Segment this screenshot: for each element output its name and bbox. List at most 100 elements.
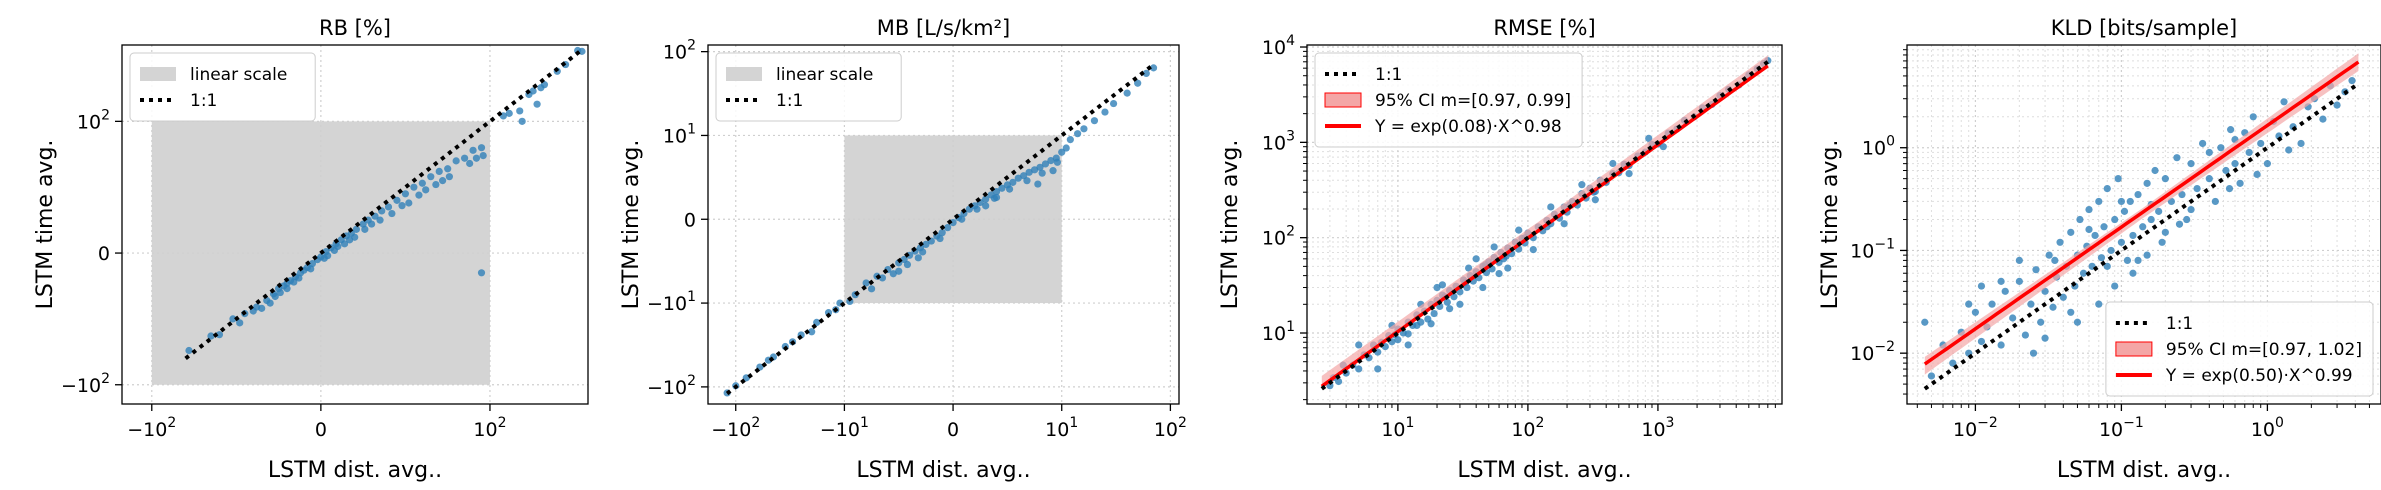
data-point xyxy=(477,144,486,152)
data-point xyxy=(405,199,413,207)
data-point xyxy=(1438,281,1447,289)
data-point xyxy=(2041,334,2049,342)
data-point xyxy=(1560,220,1568,228)
y-tick-label: 0 xyxy=(98,243,110,265)
legend-box xyxy=(129,52,316,122)
data-point xyxy=(1080,125,1088,133)
data-point xyxy=(2032,266,2040,274)
data-point xyxy=(1591,196,1599,204)
data-point xyxy=(1355,341,1363,349)
data-point xyxy=(215,331,224,339)
data-point xyxy=(2143,179,2151,187)
plot-area xyxy=(1307,45,1782,404)
data-point xyxy=(516,107,524,115)
data-point xyxy=(2151,166,2159,175)
chart-rmse: 101 102 103 101 102 103 104 RMSE [%] LSTM dist. … xyxy=(1218,16,1783,483)
data-point xyxy=(1578,181,1586,189)
data-point xyxy=(1490,243,1498,251)
x-axis-label: LSTM dist. avg.. xyxy=(268,458,442,483)
grid xyxy=(708,45,1179,404)
one-to-one-line xyxy=(1923,82,2360,391)
data-point xyxy=(1515,226,1523,234)
data-point xyxy=(862,279,870,287)
y-tick-label: 101 xyxy=(663,121,696,147)
data-point xyxy=(2015,277,2023,285)
data-point xyxy=(2297,139,2305,148)
legend-label: 95% CI m=[0.97, 0.99] xyxy=(1375,91,1571,111)
data-point xyxy=(2056,238,2064,246)
data-point xyxy=(2021,331,2029,339)
y-tick-label: −102 xyxy=(647,373,696,399)
x-tick-label: 103 xyxy=(1641,415,1674,441)
data-point xyxy=(1997,341,2005,349)
y-tick-label: 104 xyxy=(1262,33,1295,59)
data-point xyxy=(388,209,396,218)
axis-ticks: −102 −101 0 101 102 −102 −101 0 101 102 xyxy=(647,38,1187,441)
data-point xyxy=(2095,197,2103,206)
data-point xyxy=(2123,256,2132,264)
data-point xyxy=(2263,160,2271,168)
chart-mb: −102 −101 0 101 102 −102 −101 0 101 102 MB [L/s/km… xyxy=(619,16,1187,483)
one-to-one-line xyxy=(1320,60,1769,391)
data-point xyxy=(1427,320,1435,328)
data-point xyxy=(2129,269,2137,277)
legend-label: 1:1 xyxy=(2166,314,2193,334)
data-point xyxy=(1025,168,1033,176)
legend-label: 1:1 xyxy=(1375,65,1402,85)
data-point xyxy=(185,346,193,355)
x-tick-label: 0 xyxy=(947,419,959,441)
data-point xyxy=(2076,215,2084,224)
data-point xyxy=(505,109,513,117)
data-point xyxy=(1041,160,1050,168)
data-point xyxy=(919,248,927,256)
y-tick-label: −101 xyxy=(647,289,696,315)
x-axis-label: LSTM dist. avg.. xyxy=(2057,458,2231,483)
data-point xyxy=(401,190,410,198)
data-point xyxy=(1335,377,1343,386)
data-point xyxy=(2249,113,2257,121)
data-point xyxy=(2285,146,2293,154)
axis-ticks: 101 102 103 101 102 103 104 xyxy=(1262,33,1776,441)
data-point xyxy=(236,319,244,327)
x-tick-label: 102 xyxy=(1154,415,1187,441)
y-axis-label: LSTM time avg. xyxy=(1218,140,1243,310)
data-point xyxy=(2001,287,2009,295)
data-point xyxy=(271,292,279,301)
data-point xyxy=(2111,215,2119,224)
data-point xyxy=(938,229,946,237)
chart-kld: 10−2 10−1 100 10−2 10−1 100 KLD [bits/sample] L… xyxy=(1818,16,2381,483)
data-point xyxy=(1456,300,1464,308)
data-point xyxy=(330,246,338,255)
data-point xyxy=(346,236,354,244)
data-point xyxy=(1472,255,1480,263)
data-point xyxy=(1058,148,1066,156)
x-tick-label: 102 xyxy=(1511,415,1544,441)
y-tick-label: −102 xyxy=(61,371,110,397)
data-point xyxy=(432,180,440,189)
data-point xyxy=(427,173,435,181)
data-point xyxy=(944,224,952,232)
data-point xyxy=(2134,256,2142,264)
data-point xyxy=(2049,303,2057,311)
data-point xyxy=(1625,170,1633,178)
x-tick-label: 0 xyxy=(315,419,327,441)
data-point xyxy=(2319,115,2327,123)
data-point xyxy=(2193,185,2201,193)
data-point xyxy=(1997,277,2005,285)
data-point xyxy=(1965,300,1973,308)
data-point xyxy=(2029,349,2038,357)
chart-title: RMSE [%] xyxy=(1493,16,1595,40)
data-point xyxy=(2183,215,2191,224)
legend-label: Y = exp(0.50)·X^0.99 xyxy=(2165,366,2353,386)
x-tick-label: −101 xyxy=(820,415,869,441)
legend-label: 1:1 xyxy=(776,91,803,111)
chart-rb: −102 0 102 −102 0 102 RB [%] LSTM dist. avg.. LS… xyxy=(33,16,589,483)
data-point xyxy=(367,220,376,228)
data-point xyxy=(1495,269,1503,278)
data-point xyxy=(922,240,930,249)
data-point xyxy=(2100,223,2108,231)
data-point xyxy=(418,179,426,187)
data-point xyxy=(2348,77,2356,85)
x-tick-label: 10−1 xyxy=(2099,415,2144,441)
